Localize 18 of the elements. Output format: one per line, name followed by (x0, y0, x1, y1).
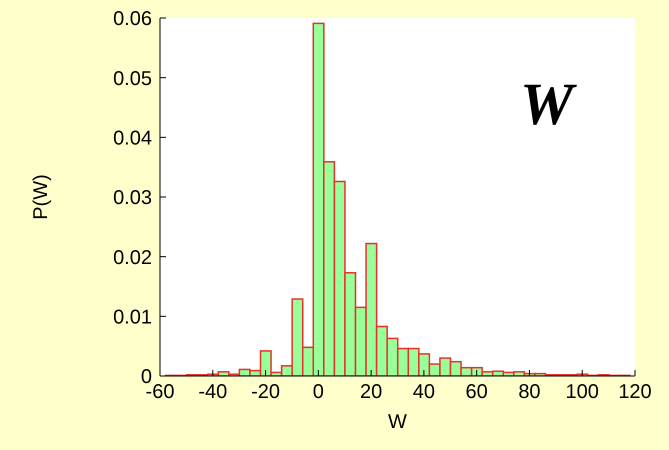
y-axis-title: P(W) (30, 174, 52, 220)
x-tick-label: 120 (618, 381, 652, 404)
x-tick-label: 100 (566, 381, 599, 404)
y-tick-label: 0.06 (113, 8, 152, 30)
x-tick-label: 80 (518, 381, 541, 404)
x-axis-title: W (388, 411, 408, 433)
x-tick-label: -40 (198, 381, 228, 404)
x-tick-label: 40 (412, 381, 436, 404)
y-tick-label: 0.04 (113, 127, 152, 150)
y-tick-label: 0.01 (113, 306, 152, 328)
x-tick-label: 60 (466, 381, 488, 404)
y-tick-label: 0.05 (113, 68, 152, 90)
y-tick-label: 0.03 (113, 187, 152, 210)
x-tick-label: 0 (312, 381, 324, 404)
x-tick-label: -20 (251, 381, 280, 404)
y-tick-label: 0 (140, 366, 152, 388)
x-tick-label: 20 (360, 381, 382, 404)
y-tick-label: 0.02 (113, 246, 152, 269)
